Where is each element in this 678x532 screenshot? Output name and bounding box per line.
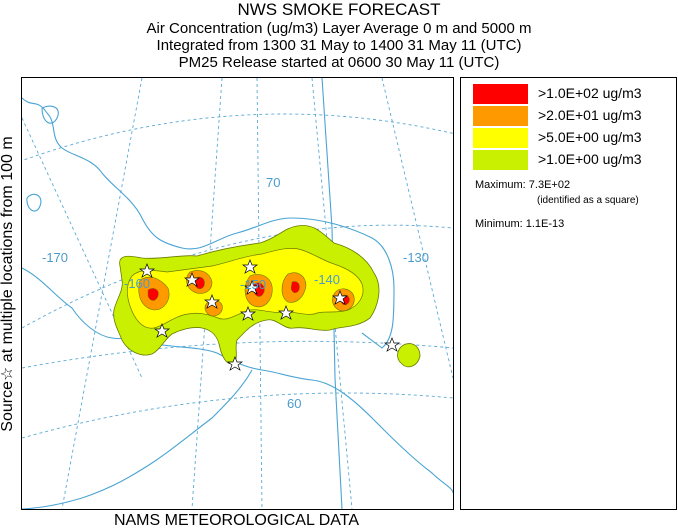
coast-north xyxy=(22,97,395,349)
lon-label-150: -150 xyxy=(240,277,266,292)
legend-swatch xyxy=(473,106,528,126)
minimum-value: Minimum: 1.1E-13 xyxy=(475,218,565,230)
legend-swatch xyxy=(473,128,528,148)
legend-swatch xyxy=(473,84,528,104)
island xyxy=(41,105,59,124)
source-star-icon xyxy=(241,259,259,274)
island xyxy=(26,193,42,212)
lat-label-60: 60 xyxy=(287,396,301,411)
latitude-line xyxy=(22,224,453,329)
legend-label: >5.0E+00 ug/m3 xyxy=(538,129,642,145)
legend-panel: >1.0E+02 ug/m3 >2.0E+01 ug/m3 >5.0E+00 u… xyxy=(460,77,677,510)
source-star-icon xyxy=(138,263,156,278)
latitude-line xyxy=(22,392,453,439)
latitude-line xyxy=(22,113,453,162)
source-star-icon xyxy=(203,294,221,309)
title-block: NWS SMOKE FORECAST Air Concentration (ug… xyxy=(0,0,678,71)
lon-label-170: -170 xyxy=(42,250,68,265)
legend-swatch xyxy=(473,150,528,170)
lon-label-130: -130 xyxy=(403,250,429,265)
contour-level-1-island xyxy=(397,343,421,368)
page-title: NWS SMOKE FORECAST xyxy=(237,0,441,19)
longitude-line xyxy=(61,78,143,509)
source-star-icon xyxy=(226,356,244,371)
legend-label: >2.0E+01 ug/m3 xyxy=(538,107,642,123)
source-star-icon xyxy=(153,323,171,338)
lon-label-160: -160 xyxy=(124,276,150,291)
legend-label: >1.0E+00 ug/m3 xyxy=(538,151,642,167)
source-star-icon xyxy=(277,305,295,320)
meteorological-data-label: NAMS METEOROLOGICAL DATA xyxy=(113,512,360,529)
source-side-label: Source☆ at multiple locations from 100 m xyxy=(0,136,16,432)
source-star-icon xyxy=(243,280,261,295)
source-star-icon xyxy=(383,337,401,352)
subtitle-integration: Integrated from 1300 31 May to 1400 31 M… xyxy=(156,37,522,54)
legend-label: >1.0E+02 ug/m3 xyxy=(538,85,642,101)
map-frame: -170 -160 -150 -140 -130 70 60 xyxy=(21,77,454,510)
subtitle-concentration: Air Concentration (ug/m3) Layer Average … xyxy=(146,20,532,37)
lon-label-140: -140 xyxy=(314,272,340,287)
graticule-labels: -170 -160 -150 -140 -130 70 60 xyxy=(42,175,429,411)
source-star-icon xyxy=(183,272,201,287)
maximum-note: (identified as a square) xyxy=(537,195,639,206)
peninsula xyxy=(22,369,253,509)
contour-level-4 xyxy=(147,276,350,306)
coastline xyxy=(22,78,453,509)
subtitle-release: PM25 Release started at 0600 30 May 11 (… xyxy=(178,54,500,71)
maximum-value: Maximum: 7.3E+02 xyxy=(475,179,571,191)
source-star-icon xyxy=(331,290,349,305)
longitude-line xyxy=(381,78,453,379)
smoke-plume xyxy=(113,225,421,368)
source-star-icon xyxy=(239,306,257,321)
source-markers xyxy=(138,259,401,371)
coast-south xyxy=(151,342,453,494)
smoke-map: -170 -160 -150 -140 -130 70 60 xyxy=(22,78,453,509)
lat-label-70: 70 xyxy=(266,175,280,190)
